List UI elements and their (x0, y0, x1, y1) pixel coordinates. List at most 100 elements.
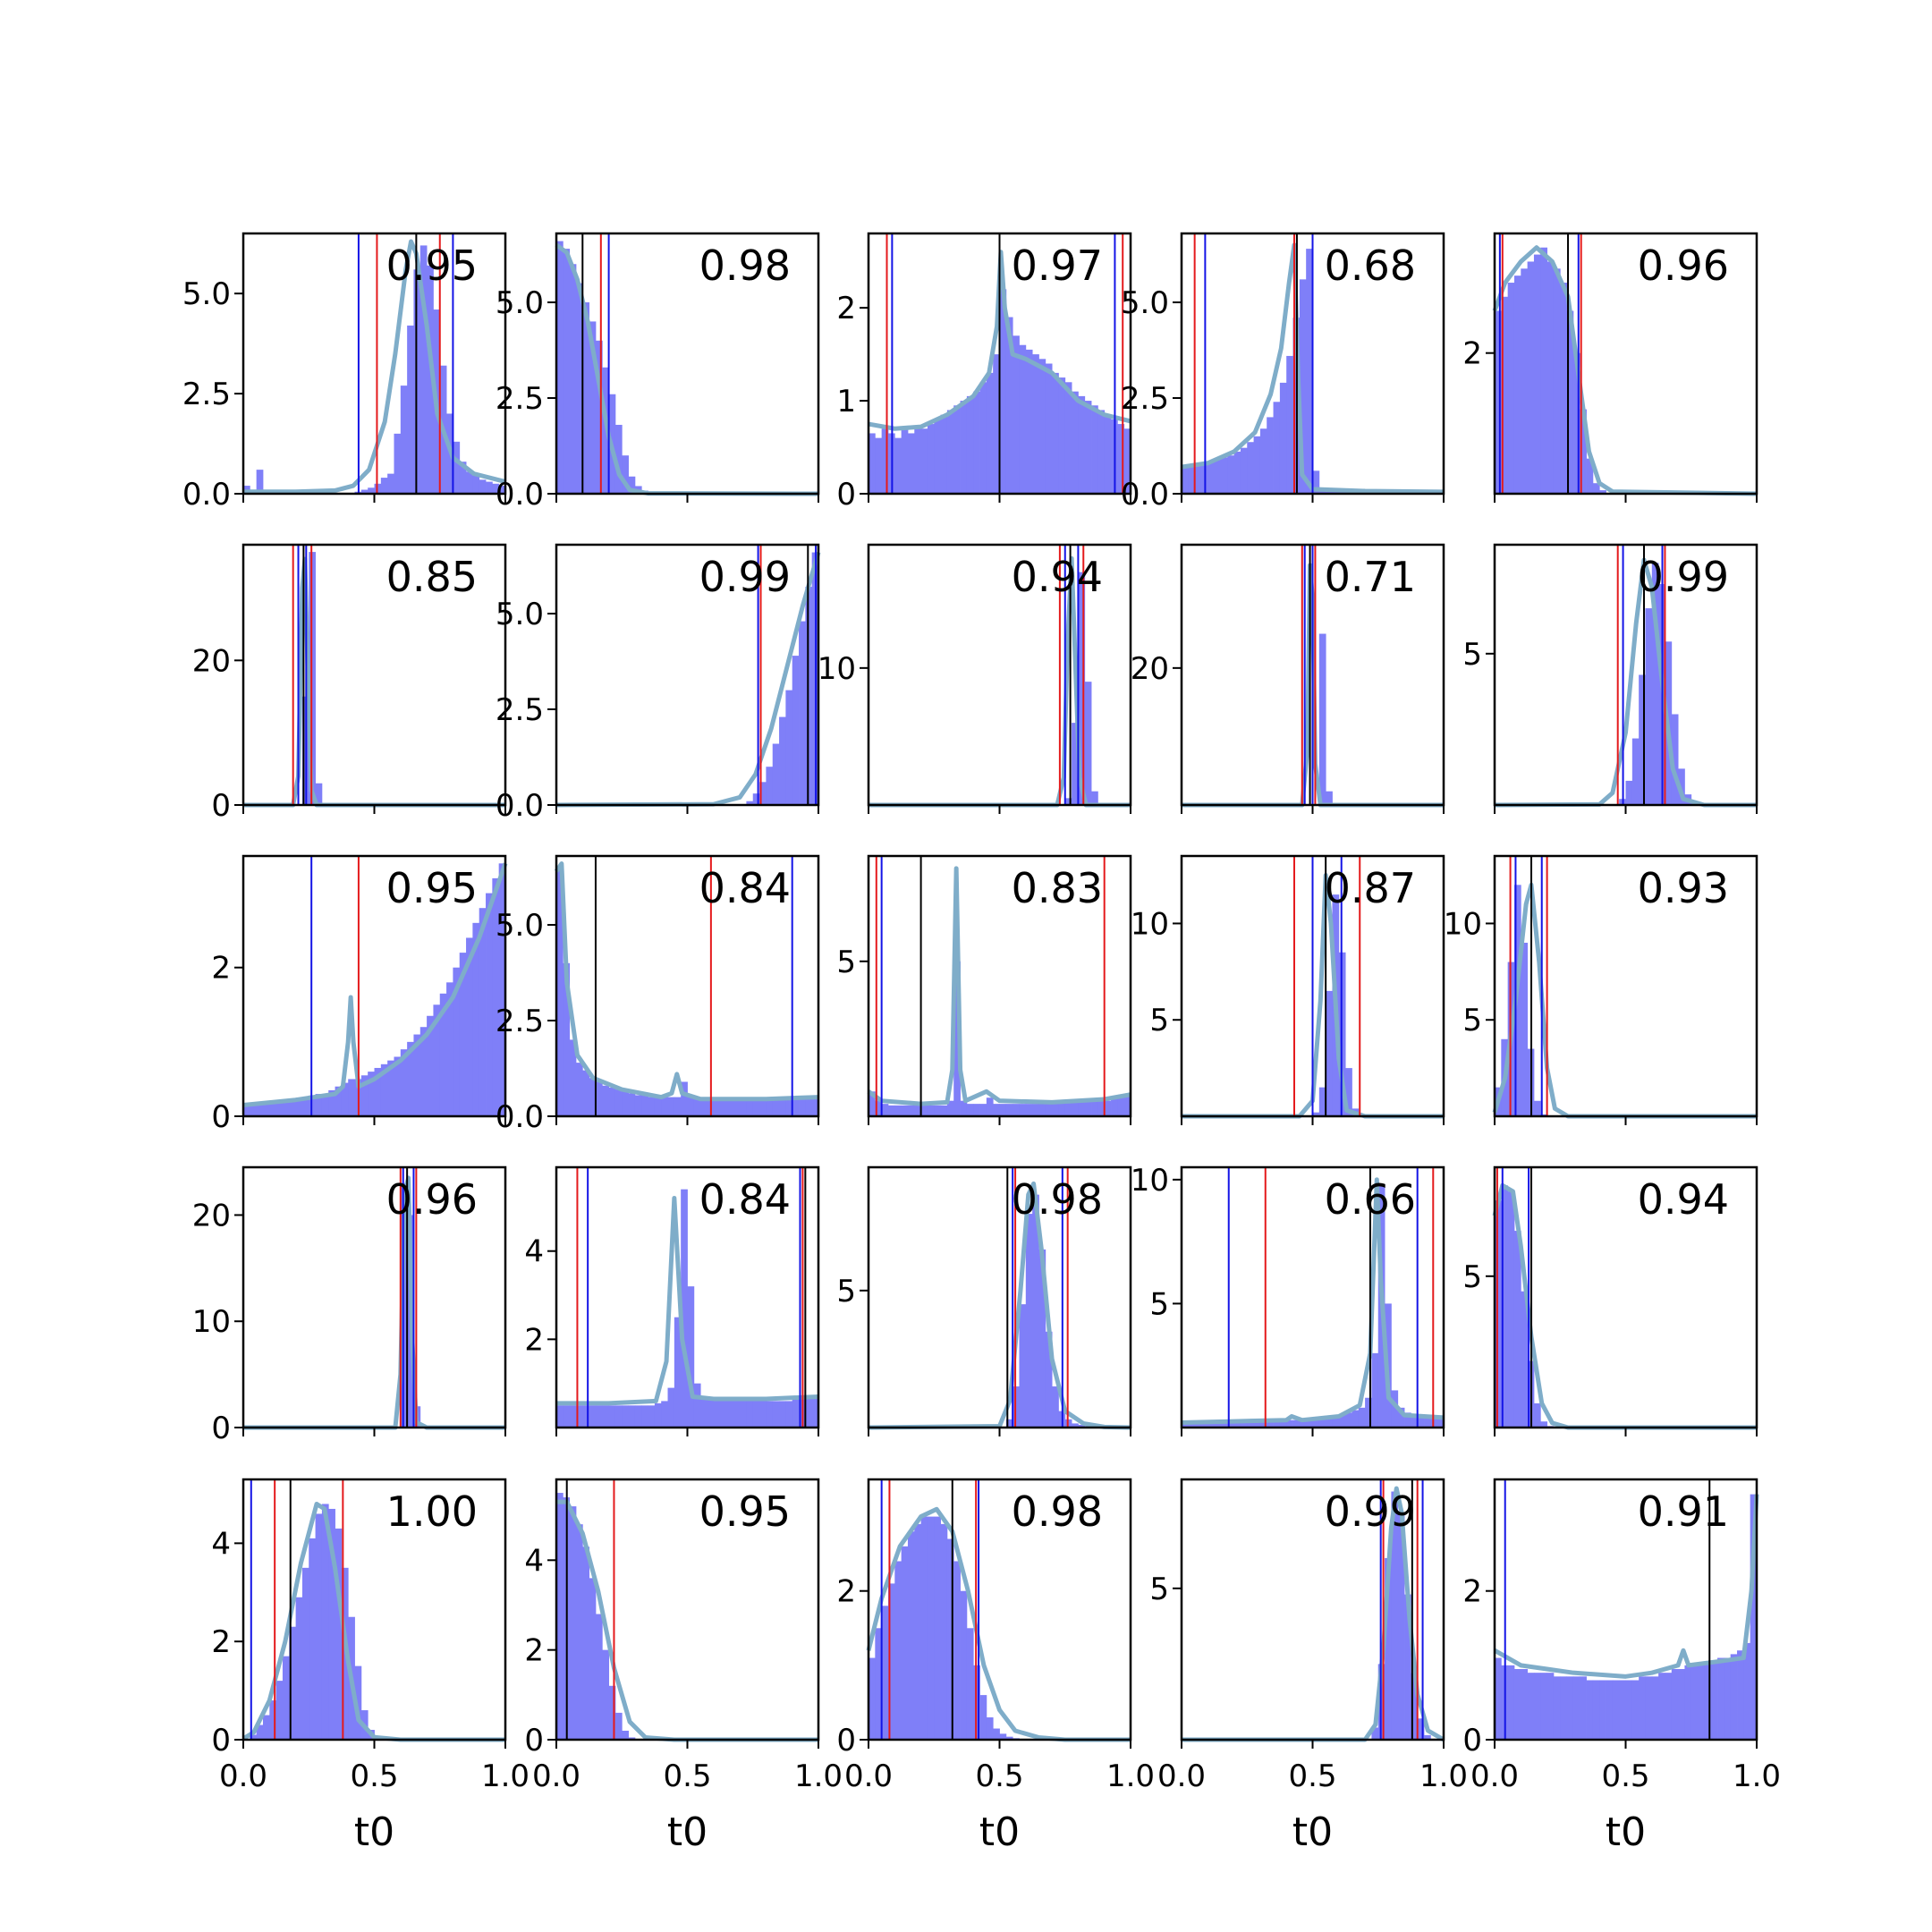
x-tick-label: 0.0 (1470, 1758, 1519, 1794)
histogram-bar (608, 1685, 616, 1740)
histogram-bar (1312, 1417, 1320, 1428)
histogram-bar (407, 325, 414, 494)
histogram-bar (1521, 268, 1529, 494)
y-tick-label: 0.0 (496, 788, 544, 824)
histogram-bar (1326, 990, 1333, 1116)
histogram-bar (1690, 1665, 1699, 1740)
histogram-bar (869, 433, 876, 494)
histogram-bar (901, 1105, 909, 1117)
histogram-bar (1078, 572, 1086, 805)
histogram-bar (1045, 363, 1053, 494)
histogram-bar (693, 1098, 701, 1116)
histogram-bar (733, 1098, 741, 1116)
histogram-bar (289, 1626, 296, 1740)
y-tick-label: 5 (1462, 1259, 1482, 1295)
y-tick-label: 20 (192, 1198, 231, 1233)
histogram-bar (881, 1104, 889, 1116)
histogram-bar (472, 922, 480, 1116)
histogram-bar (1737, 1650, 1744, 1740)
histogram-bar (907, 1531, 915, 1740)
histogram-bar (693, 1383, 701, 1428)
panel-1: 0.95 0.0 2.5 5.0 (182, 232, 507, 513)
panel-21: 1.00 0 2 4 0.0 0.5 1.0 t0 (211, 1478, 530, 1855)
x-tick-label: 0.0 (844, 1758, 893, 1794)
histogram-bar (1064, 1102, 1072, 1116)
histogram-bar (707, 1398, 715, 1428)
histogram-bar (1730, 1654, 1738, 1740)
panel-annotation: 0.83 (1012, 864, 1103, 912)
kde-curve (554, 861, 819, 1102)
histogram-bar (1286, 1419, 1293, 1428)
histogram-bar (315, 1513, 323, 1740)
histogram-bar (1365, 1397, 1372, 1428)
histogram-bar (1606, 1680, 1614, 1740)
histogram-bar (634, 1405, 642, 1428)
histogram-bar (1671, 1669, 1679, 1740)
histogram-bar (759, 1098, 767, 1116)
histogram-bar (1019, 1304, 1027, 1428)
panel-8: 0.94 10 (818, 543, 1132, 814)
y-tick-label: 5 (1149, 1572, 1169, 1607)
histogram-bar (805, 1097, 813, 1116)
histogram-bar (1404, 1412, 1411, 1428)
histogram-bar (472, 475, 480, 494)
y-tick-label: 2 (836, 291, 856, 326)
histogram-bar (766, 1098, 774, 1116)
histogram-bar (1391, 1390, 1399, 1428)
histogram-bar (1639, 1676, 1646, 1740)
histogram-bar (407, 1041, 414, 1116)
y-tick-label: 0 (524, 1723, 544, 1758)
histogram-bar (1411, 1673, 1419, 1740)
y-tick-label: 5.0 (1121, 285, 1169, 321)
histogram-bar (1411, 1415, 1419, 1428)
histogram-bar (779, 1401, 786, 1428)
histogram-bar (446, 982, 453, 1116)
histogram-bar (1533, 254, 1541, 494)
histogram-bar (894, 1105, 902, 1117)
histogram-bar (622, 1405, 629, 1428)
histogram-bar (595, 1614, 603, 1740)
histogram-bar (792, 1097, 800, 1116)
histogram-bar (1117, 1097, 1125, 1116)
histogram-bar (960, 1590, 968, 1740)
histogram-bar (1507, 1191, 1515, 1428)
histogram-bar (453, 967, 461, 1116)
panel-24: 0.99 5 0.0 0.5 1.0 t0 (1149, 1478, 1468, 1855)
histogram-bar (1306, 249, 1313, 494)
histogram-bar (661, 1401, 668, 1428)
histogram-bar (394, 433, 402, 494)
histogram-bar (1072, 391, 1079, 494)
histogram-bar (1318, 1087, 1326, 1116)
y-tick-label: 2.5 (496, 381, 544, 417)
histogram-bar (681, 1189, 688, 1428)
kde-curve (243, 1175, 505, 1430)
histogram-bar (785, 1097, 793, 1116)
histogram-bar (262, 1715, 270, 1740)
histogram-bar (1345, 1412, 1352, 1428)
histogram-bar (1123, 428, 1131, 494)
histogram-bar (1658, 1673, 1665, 1740)
histogram-bar (575, 283, 583, 494)
histogram-bar (341, 1082, 349, 1116)
histogram-bar (1698, 1665, 1705, 1740)
kde-curve (243, 239, 506, 495)
histogram-bar (979, 1695, 987, 1740)
histogram-bar (1091, 405, 1098, 494)
histogram-bar (1064, 382, 1072, 494)
panel-annotation: 0.96 (1638, 242, 1729, 290)
histogram-bar (1013, 1104, 1020, 1116)
histogram-bar (427, 265, 434, 494)
y-tick-label: 5 (836, 945, 856, 980)
kde-curve (242, 1501, 505, 1742)
panel-annotation: 0.98 (1012, 1487, 1103, 1536)
histogram-bar (1645, 608, 1653, 805)
histogram-bar (1553, 268, 1561, 494)
histogram-bar (466, 471, 473, 494)
panel-annotation: 0.93 (1638, 864, 1729, 912)
histogram-bar (733, 1401, 741, 1428)
histogram-bar (799, 621, 806, 805)
kde-curve (242, 862, 508, 1108)
panel-annotation: 0.94 (1012, 553, 1103, 601)
histogram-bar (869, 1657, 876, 1740)
kde-curve (866, 1506, 1131, 1742)
